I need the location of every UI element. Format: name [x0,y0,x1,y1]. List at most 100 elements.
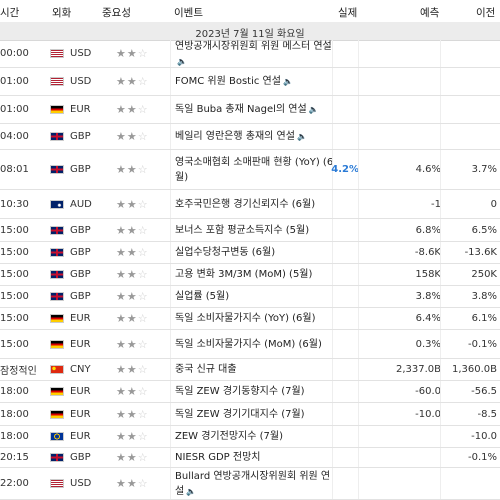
table-row[interactable]: 10:30 AUD ★★ ☆ 호주국민은행 경기신뢰지수 (6월) -1 0 [0,190,500,219]
header-forecast[interactable]: 예측 [420,7,440,19]
table-row[interactable]: 04:00 GBP ★★ ☆ 베일리 영란은행 총재의 연설 🔈 [0,124,500,150]
gb-flag-icon [50,248,64,257]
event-cell[interactable]: 연방공개시장위원회 위원 메스터 연설 🔈 [170,40,337,67]
currency-cell: USD [44,468,150,499]
table-row[interactable]: 15:00 GBP ★★ ☆ 보너스 포함 평균소득지수 (5월) 6.8% 6.5% [0,219,500,242]
header-previous[interactable]: 이전 [476,7,496,19]
header-time[interactable]: 시간 [0,7,20,19]
actual-value [332,96,359,123]
event-name[interactable]: ZEW 경기전망지수 (7월) [175,431,283,442]
table-row[interactable]: 15:00 EUR ★★ ☆ 독일 소비자물가지수 (MoM) (6월) 0.3% -0.1… [0,330,500,359]
importance-stars: ★★ ☆ [100,242,186,263]
header-currency[interactable]: 외화 [52,7,72,19]
event-cell[interactable]: 중국 신규 대출 [170,359,337,380]
event-cell[interactable]: 영국소매협회 소매판매 현황 (YoY) (6월) [170,150,337,189]
currency-cell: USD [44,40,150,67]
forecast-value [358,426,441,447]
event-name[interactable]: 중국 신규 대출 [175,364,237,375]
forecast-value [358,448,441,467]
importance-stars: ★★ ☆ [100,96,186,123]
previous-value: 6.1% [440,308,497,329]
event-cell[interactable]: 호주국민은행 경기신뢰지수 (6월) [170,190,337,218]
event-name[interactable]: FOMC 위원 Bostic 연설 [175,76,281,87]
event-cell[interactable]: 고용 변화 3M/3M (MoM) (5월) [170,264,337,285]
importance-stars: ★★ ☆ [100,124,186,149]
table-row[interactable]: 15:00 GBP ★★ ☆ 실업률 (5월) 3.8% 3.8% [0,286,500,308]
previous-value [440,40,497,67]
event-cell[interactable]: 독일 Buba 총재 Nagel의 연설 🔈 [170,96,337,123]
header-event[interactable]: 이벤트 [174,7,203,19]
event-name[interactable]: 호주국민은행 경기신뢰지수 (6월) [175,198,316,210]
previous-value: 6.5% [440,219,497,241]
currency-code: EUR [70,431,91,442]
table-row[interactable]: 18:00 EUR ★★ ☆ 독일 ZEW 경기동향지수 (7월) -60.0 -56.5 [0,381,500,403]
event-time: 15:00 [0,224,29,236]
previous-value: -10.0 [440,426,497,447]
header-actual[interactable]: 실제 [338,7,358,19]
event-cell[interactable]: 실업수당청구변동 (6월) [170,242,337,263]
event-name[interactable]: 독일 Buba 총재 Nagel의 연설 [175,104,307,115]
table-row[interactable]: 15:00 GBP ★★ ☆ 실업수당청구변동 (6월) -8.6K -13.6K [0,242,500,264]
event-name[interactable]: NIESR GDP 전망치 [175,452,261,463]
table-row[interactable]: 15:00 EUR ★★ ☆ 독일 소비자물가지수 (YoY) (6월) 6.4% 6.1% [0,308,500,330]
event-name[interactable]: Bullard 연방공개시장위원회 위원 연설 [175,470,331,497]
star-empty-icon: ☆ [137,197,149,211]
speaker-icon: 🔈 [177,56,187,66]
header-importance[interactable]: 중요성 [102,7,131,19]
star-empty-icon: ☆ [137,103,149,116]
table-row[interactable]: 잠정적인 CNY ★★ ☆ 중국 신규 대출 2,337.0B 1,360.0B [0,359,500,381]
importance-stars: ★★ ☆ [100,330,186,358]
actual-value [332,468,359,499]
event-cell[interactable]: 실업률 (5월) [170,286,337,307]
actual-value [332,242,359,263]
currency-cell: EUR [44,381,150,402]
forecast-value: 3.8% [358,286,441,307]
table-row[interactable]: 01:00 USD ★★ ☆ FOMC 위원 Bostic 연설 🔈 [0,68,500,96]
event-cell[interactable]: 독일 ZEW 경기동향지수 (7월) [170,381,337,402]
event-name[interactable]: 고용 변화 3M/3M (MoM) (5월) [175,269,313,280]
previous-value: -56.5 [440,381,497,402]
previous-value [440,124,497,149]
event-name[interactable]: 베일리 영란은행 총재의 연설 [175,131,295,142]
event-name[interactable]: 독일 소비자물가지수 (YoY) (6월) [175,313,316,324]
table-row[interactable]: 15:00 GBP ★★ ☆ 고용 변화 3M/3M (MoM) (5월) 158K 250… [0,264,500,286]
event-cell[interactable]: 독일 소비자물가지수 (MoM) (6월) [170,330,337,358]
currency-code: EUR [70,104,91,115]
table-row[interactable]: 01:00 EUR ★★ ☆ 독일 Buba 총재 Nagel의 연설 🔈 [0,96,500,124]
us-flag-icon [50,479,64,488]
importance-stars: ★★ ☆ [100,448,186,467]
table-row[interactable]: 00:00 USD ★★ ☆ 연방공개시장위원회 위원 메스터 연설🔈 [0,40,500,68]
eu-flag-icon [50,432,64,441]
importance-stars: ★★ ☆ [100,381,186,402]
table-row[interactable]: 18:00 EUR ★★ ☆ 독일 ZEW 경기기대지수 (7월) -10.0 -8.5 [0,403,500,426]
event-name[interactable]: 실업수당청구변동 (6월) [175,247,276,258]
table-row[interactable]: 08:01 GBP ★★ ☆ 영국소매협회 소매판매 현황 (YoY) (6월) 4.2%… [0,150,500,190]
event-name[interactable]: 보너스 포함 평균소득지수 (5월) [175,224,310,236]
currency-cell: GBP [44,286,150,307]
event-cell[interactable]: FOMC 위원 Bostic 연설 🔈 [170,68,337,95]
event-name[interactable]: 영국소매협회 소매판매 현황 (YoY) (6월) [175,156,334,183]
event-name[interactable]: 실업률 (5월) [175,291,230,302]
event-time: 15:00 [0,313,29,324]
event-time: 18:00 [0,431,29,442]
event-cell[interactable]: 독일 소비자물가지수 (YoY) (6월) [170,308,337,329]
event-name[interactable]: 연방공개시장위원회 위원 메스터 연설 [175,40,332,52]
actual-value [332,40,359,67]
importance-stars: ★★ ☆ [100,426,186,447]
event-name[interactable]: 독일 ZEW 경기동향지수 (7월) [175,386,305,397]
event-time: 08:01 [0,164,29,175]
table-row[interactable]: 18:00 EUR ★★ ☆ ZEW 경기전망지수 (7월) -10.0 [0,426,500,448]
table-row[interactable]: 20:15 GBP ★★ ☆ NIESR GDP 전망치 -0.1% [0,448,500,468]
event-cell[interactable]: ZEW 경기전망지수 (7월) [170,426,337,447]
event-cell[interactable]: 베일리 영란은행 총재의 연설 🔈 [170,124,337,149]
previous-value [440,468,497,499]
table-row[interactable]: 22:00 USD ★★ ☆ Bullard 연방공개시장위원회 위원 연설 🔈 [0,468,500,500]
event-cell[interactable]: Bullard 연방공개시장위원회 위원 연설 🔈 [170,468,337,499]
event-name[interactable]: 독일 소비자물가지수 (MoM) (6월) [175,338,322,350]
event-cell[interactable]: NIESR GDP 전망치 [170,448,337,467]
importance-stars: ★★ ☆ [100,264,186,285]
importance-stars: ★★ ☆ [100,359,186,380]
event-cell[interactable]: 독일 ZEW 경기기대지수 (7월) [170,403,337,425]
event-cell[interactable]: 보너스 포함 평균소득지수 (5월) [170,219,337,241]
event-name[interactable]: 독일 ZEW 경기기대지수 (7월) [175,408,305,420]
